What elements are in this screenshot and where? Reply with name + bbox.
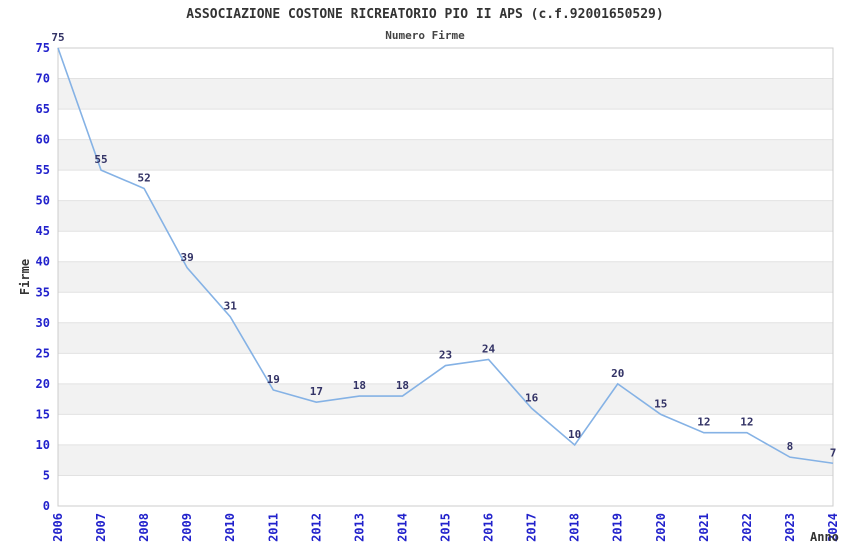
svg-text:16: 16 (525, 391, 539, 404)
svg-text:20: 20 (36, 377, 50, 391)
svg-text:2010: 2010 (223, 513, 237, 542)
svg-text:2023: 2023 (783, 513, 797, 542)
plot-bands (58, 78, 833, 476)
svg-text:25: 25 (36, 346, 50, 360)
svg-text:15: 15 (36, 407, 50, 421)
svg-text:18: 18 (396, 379, 409, 392)
svg-text:2016: 2016 (482, 513, 496, 542)
svg-text:12: 12 (740, 416, 753, 429)
svg-text:31: 31 (224, 300, 238, 313)
svg-text:2015: 2015 (439, 513, 453, 542)
svg-text:17: 17 (310, 385, 323, 398)
svg-text:8: 8 (787, 440, 794, 453)
svg-text:2008: 2008 (137, 513, 151, 542)
series-line (57, 47, 834, 465)
svg-text:2019: 2019 (611, 513, 625, 542)
y-tick-labels: 0 5 10 15 20 25 30 35 40 45 50 55 60 65 70 75 (36, 41, 50, 513)
x-axis-title: Anno (810, 530, 839, 544)
svg-text:52: 52 (137, 171, 150, 184)
svg-text:2024: 2024 (826, 513, 840, 542)
svg-text:2011: 2011 (266, 513, 280, 542)
svg-text:2013: 2013 (352, 513, 366, 542)
svg-text:75: 75 (36, 41, 50, 55)
chart-subtitle: Numero Firme (385, 29, 465, 42)
x-tick-labels: 2006 2007 2008 2009 2010 2011 2012 2013 2014 2015… (51, 513, 840, 542)
svg-text:75: 75 (51, 31, 64, 44)
svg-text:2021: 2021 (697, 513, 711, 542)
svg-text:2022: 2022 (740, 513, 754, 542)
svg-text:0: 0 (43, 499, 50, 513)
svg-text:18: 18 (353, 379, 366, 392)
svg-text:70: 70 (36, 72, 50, 86)
svg-text:45: 45 (36, 224, 50, 238)
svg-text:20: 20 (611, 367, 624, 380)
svg-text:39: 39 (181, 251, 194, 264)
svg-text:10: 10 (568, 428, 581, 441)
gridlines (58, 47, 833, 507)
svg-text:23: 23 (439, 349, 452, 362)
svg-text:2012: 2012 (309, 513, 323, 542)
svg-text:2018: 2018 (568, 513, 582, 542)
svg-text:30: 30 (36, 316, 50, 330)
svg-text:2020: 2020 (654, 513, 668, 542)
svg-text:5: 5 (43, 468, 50, 482)
chart-title: ASSOCIAZIONE COSTONE RICREATORIO PIO II … (186, 7, 664, 22)
plot-border (57, 47, 834, 507)
svg-text:40: 40 (36, 255, 50, 269)
svg-text:10: 10 (36, 438, 50, 452)
svg-text:50: 50 (36, 194, 50, 208)
svg-text:2017: 2017 (525, 513, 539, 542)
svg-text:2006: 2006 (51, 513, 65, 542)
svg-text:24: 24 (482, 342, 496, 355)
svg-text:65: 65 (36, 102, 50, 116)
svg-text:15: 15 (654, 397, 667, 410)
svg-text:2009: 2009 (180, 513, 194, 542)
svg-text:12: 12 (697, 416, 710, 429)
data-labels: 75 55 52 39 31 19 17 18 18 23 24 16 10 20 15 12 12 8 7 (51, 31, 836, 459)
svg-text:2007: 2007 (94, 513, 108, 542)
svg-text:2014: 2014 (395, 513, 409, 542)
y-axis-title: Firme (18, 259, 32, 295)
svg-text:35: 35 (36, 285, 50, 299)
svg-text:60: 60 (36, 133, 50, 147)
svg-text:55: 55 (36, 163, 50, 177)
svg-text:19: 19 (267, 373, 280, 386)
svg-text:55: 55 (94, 153, 107, 166)
svg-text:7: 7 (830, 446, 837, 459)
